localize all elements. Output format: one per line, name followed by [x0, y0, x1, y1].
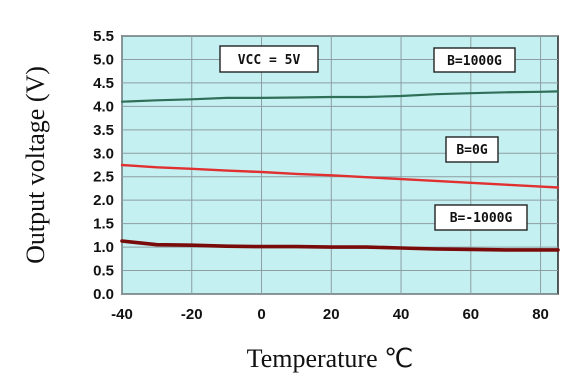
x-tick-label: 80 — [532, 306, 549, 323]
y-tick-label: 5.0 — [93, 51, 114, 68]
series-line — [120, 239, 560, 252]
annotation-vcc: VCC = 5V — [238, 53, 301, 68]
series-line — [120, 163, 560, 189]
y-tick-label: 1.5 — [93, 216, 114, 233]
annotations: VCC = 5V B=1000G B=0G B=-1000G — [219, 45, 528, 231]
x-tick-label: -40 — [111, 306, 133, 323]
annotation-b-minus: B=-1000G — [450, 211, 513, 226]
series-layer — [120, 90, 560, 252]
x-tick-label: 0 — [257, 306, 265, 323]
x-tick-label: 20 — [323, 306, 340, 323]
y-tick-label: 4.5 — [93, 75, 114, 92]
y-tick-label: 4.0 — [93, 98, 114, 115]
annotation-b-plus: B=1000G — [447, 54, 502, 69]
y-axis-title: Output voltage (V) — [21, 66, 50, 264]
y-tick-label: 2.5 — [93, 169, 114, 186]
annotation-box-b-minus — [434, 204, 528, 231]
x-axis-title: Temperature ℃ — [247, 344, 414, 373]
y-tick-label: 1.0 — [93, 239, 114, 256]
annotation-b-zero: B=0G — [456, 143, 487, 158]
tick-labels: 0.0 0.5 1.0 1.5 2.0 2.5 3.0 3.5 4.0 4.5 5.0 5.5 -40 -… — [93, 28, 549, 323]
plot-area — [121, 35, 559, 295]
y-tick-label: 5.5 — [93, 28, 114, 45]
x-tick-label: 60 — [462, 306, 479, 323]
y-tick-label: 3.5 — [93, 122, 114, 139]
y-tick-label: 0.5 — [93, 263, 114, 280]
series-line — [120, 90, 560, 103]
y-tick-label: 0.0 — [93, 286, 114, 303]
y-tick-label: 3.0 — [93, 145, 114, 162]
annotation-box-b-zero — [445, 136, 499, 163]
x-tick-label: -20 — [181, 306, 203, 323]
y-tick-label: 2.0 — [93, 192, 114, 209]
annotation-box-b-plus — [433, 47, 516, 73]
x-tick-label: 40 — [393, 306, 410, 323]
annotation-box-vcc — [219, 45, 319, 73]
